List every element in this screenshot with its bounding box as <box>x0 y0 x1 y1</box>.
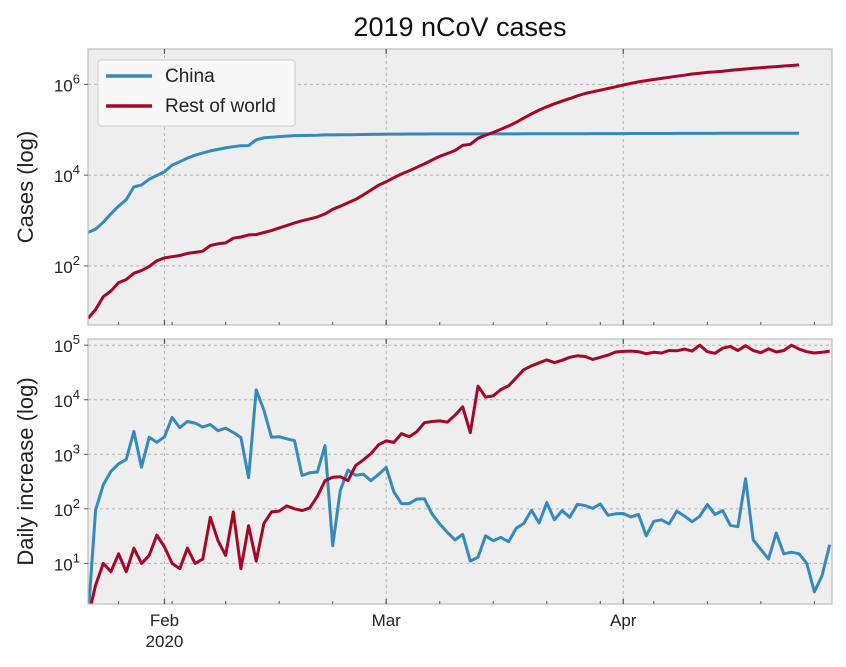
legend-label-china: China <box>165 66 215 87</box>
x-tick-label: Apr <box>610 611 637 630</box>
y-tick-label: 104 <box>54 162 80 186</box>
y-tick-label: 105 <box>54 332 80 356</box>
y-tick-exponent: 3 <box>73 441 80 456</box>
y-tick-label: 102 <box>54 253 80 277</box>
y-tick-exponent: 2 <box>73 253 80 268</box>
series-line-rest-of-world <box>88 63 800 320</box>
x-axis: Feb 2020 Mar Apr <box>146 611 637 651</box>
series-line-china <box>88 388 832 604</box>
x-tick-label: Mar <box>372 611 402 630</box>
y-tick-label: 103 <box>54 441 80 465</box>
y-tick-exponent: 5 <box>73 332 80 347</box>
y-axis-title: Cases (log) <box>13 131 38 243</box>
y-tick-exponent: 6 <box>73 71 80 86</box>
y-tick-label: 106 <box>54 71 80 95</box>
legend: China Rest of world <box>97 59 296 127</box>
plot-background <box>88 339 832 604</box>
y-tick-exponent: 4 <box>73 162 80 177</box>
y-tick-label: 102 <box>54 496 80 520</box>
series-line-rest-of-world <box>89 343 830 604</box>
y-tick-exponent: 1 <box>73 550 80 565</box>
y-tick-exponent: 4 <box>73 387 80 402</box>
chart-title: 2019 nCoV cases <box>353 12 566 42</box>
legend-label-rest-of-world: Rest of world <box>165 96 276 117</box>
y-axis-title: Daily increase (log) <box>13 377 38 565</box>
y-tick-exponent: 2 <box>73 496 80 511</box>
x-tick-sublabel: 2020 <box>146 632 184 651</box>
x-tick-label: Feb <box>150 611 179 630</box>
plot-frame <box>87 338 833 605</box>
y-tick-label: 104 <box>54 387 80 411</box>
y-tick-label: 101 <box>54 550 80 574</box>
cases-panel: 102 104 106 Cases (log) China Rest of world <box>13 48 833 326</box>
daily-increase-panel: 101 102 103 104 105 Daily increase (log) <box>13 332 833 605</box>
series-line-china <box>88 131 800 234</box>
plot-frame <box>87 48 833 326</box>
